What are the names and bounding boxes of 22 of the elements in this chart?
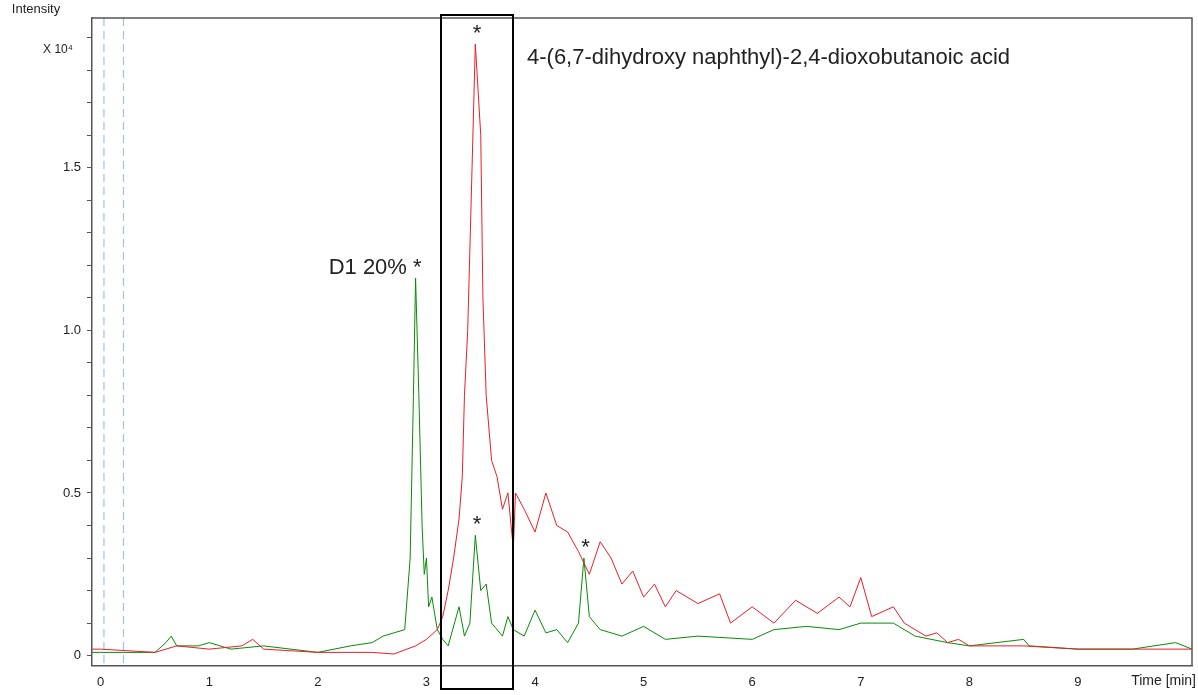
x-tick-label: 1 <box>205 673 213 689</box>
text: X 10⁴ <box>43 42 73 57</box>
x-tick-label: 3 <box>422 673 431 689</box>
x-axis-title: Time [min] <box>1131 672 1196 689</box>
annotation: * <box>472 511 482 537</box>
x-tick-label: 7 <box>857 673 865 689</box>
x-tick-label: 8 <box>965 673 974 689</box>
x-tick-label: 0 <box>97 673 105 689</box>
annotation: 4-(6,7-dihydroxy naphthyl)-2,4-dioxobutanoic acid <box>527 44 1011 70</box>
annotation: * <box>581 534 591 560</box>
y-tick-label: 0 <box>73 647 81 663</box>
annotation: * <box>472 20 482 46</box>
x-tick-label: 5 <box>640 673 648 689</box>
y-axis-title: Intensity <box>11 1 61 17</box>
x-tick-label: 6 <box>748 673 756 689</box>
y-tick-label: 0.5 <box>62 484 81 500</box>
y-tick-label: 1.0 <box>62 321 81 337</box>
x-tick-label: 9 <box>1074 673 1082 689</box>
y-tick-label: 1.5 <box>62 159 81 175</box>
x-tick-label: 2 <box>314 673 322 689</box>
annotation: D1 20% * <box>328 254 423 280</box>
x-tick-label: 4 <box>531 673 539 689</box>
